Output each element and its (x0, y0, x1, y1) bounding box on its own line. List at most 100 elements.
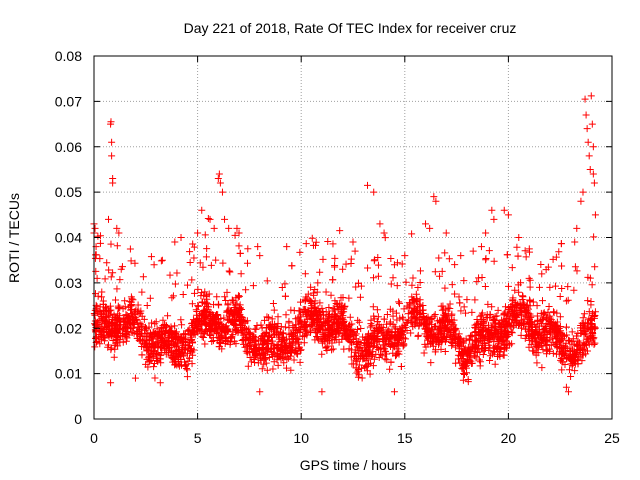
data-point (446, 317, 454, 325)
data-point (137, 336, 145, 344)
data-point (383, 311, 391, 319)
data-point (418, 316, 426, 324)
y-tick-label: 0.03 (55, 275, 82, 291)
data-point (519, 292, 527, 300)
data-point (253, 322, 261, 330)
data-point (562, 297, 570, 305)
data-point (355, 318, 363, 326)
data-point (432, 197, 440, 205)
data-point (203, 245, 211, 253)
data-point (556, 292, 564, 300)
data-point (281, 323, 289, 331)
data-point (538, 270, 546, 278)
data-point (363, 345, 371, 353)
data-point (126, 306, 134, 314)
data-point (111, 345, 119, 353)
data-point (430, 330, 438, 338)
x-tick-label: 10 (293, 430, 309, 446)
data-point (422, 220, 430, 228)
data-point (441, 348, 449, 356)
data-point (526, 283, 534, 291)
data-point (324, 325, 332, 333)
data-point (415, 322, 423, 330)
data-point (225, 267, 233, 275)
data-point (370, 312, 378, 320)
data-point (182, 364, 190, 372)
data-point (93, 321, 101, 329)
data-point (395, 350, 403, 358)
data-point (487, 328, 495, 336)
data-point (567, 372, 575, 380)
data-point (150, 261, 158, 269)
data-point (378, 329, 386, 337)
data-point (350, 360, 358, 368)
data-point (121, 297, 129, 305)
data-point (161, 346, 169, 354)
data-point (529, 298, 537, 306)
data-point (477, 337, 485, 345)
data-point (227, 338, 235, 346)
data-point (236, 313, 244, 321)
data-point (523, 302, 531, 310)
data-point (229, 311, 237, 319)
data-point (399, 315, 407, 323)
data-point (558, 262, 566, 270)
data-point (129, 316, 137, 324)
data-point (250, 355, 258, 363)
data-point (109, 175, 117, 183)
data-point (188, 326, 196, 334)
data-point (134, 301, 142, 309)
data-point (156, 379, 164, 387)
data-point (364, 181, 372, 189)
data-point (324, 317, 332, 325)
data-point (526, 296, 534, 304)
data-point (119, 338, 127, 346)
data-point (176, 351, 184, 359)
data-point (269, 365, 277, 373)
data-point (535, 283, 543, 291)
data-point (179, 290, 187, 298)
data-point (537, 309, 545, 317)
data-point (223, 288, 231, 296)
data-point (588, 331, 596, 339)
data-point (556, 337, 564, 345)
data-point (249, 348, 257, 356)
data-point (522, 253, 530, 261)
data-point (578, 350, 586, 358)
data-point (576, 346, 584, 354)
data-point (523, 301, 531, 309)
data-point (258, 324, 266, 332)
data-point (267, 344, 275, 352)
data-point (500, 351, 508, 359)
data-point (339, 265, 347, 273)
data-point (224, 325, 232, 333)
data-point (172, 343, 180, 351)
data-point (383, 320, 391, 328)
data-point (130, 320, 138, 328)
data-point (257, 355, 265, 363)
data-point (164, 312, 172, 320)
data-point (476, 358, 484, 366)
data-point (330, 316, 338, 324)
data-point (171, 280, 179, 288)
data-point (431, 323, 439, 331)
data-point (274, 361, 282, 369)
data-point (332, 330, 340, 338)
data-point (355, 371, 363, 379)
data-point (428, 338, 436, 346)
data-point (269, 300, 277, 308)
data-point (423, 320, 431, 328)
x-tick-label: 5 (194, 430, 202, 446)
data-point (351, 247, 359, 255)
data-point (354, 367, 362, 375)
data-point (408, 281, 416, 289)
data-point (374, 272, 382, 280)
data-point (460, 369, 468, 377)
data-point (221, 215, 229, 223)
data-point (380, 315, 388, 323)
data-point (318, 304, 326, 312)
data-point (184, 281, 191, 289)
data-point (491, 322, 499, 330)
data-point (304, 290, 312, 298)
data-point (213, 324, 221, 332)
